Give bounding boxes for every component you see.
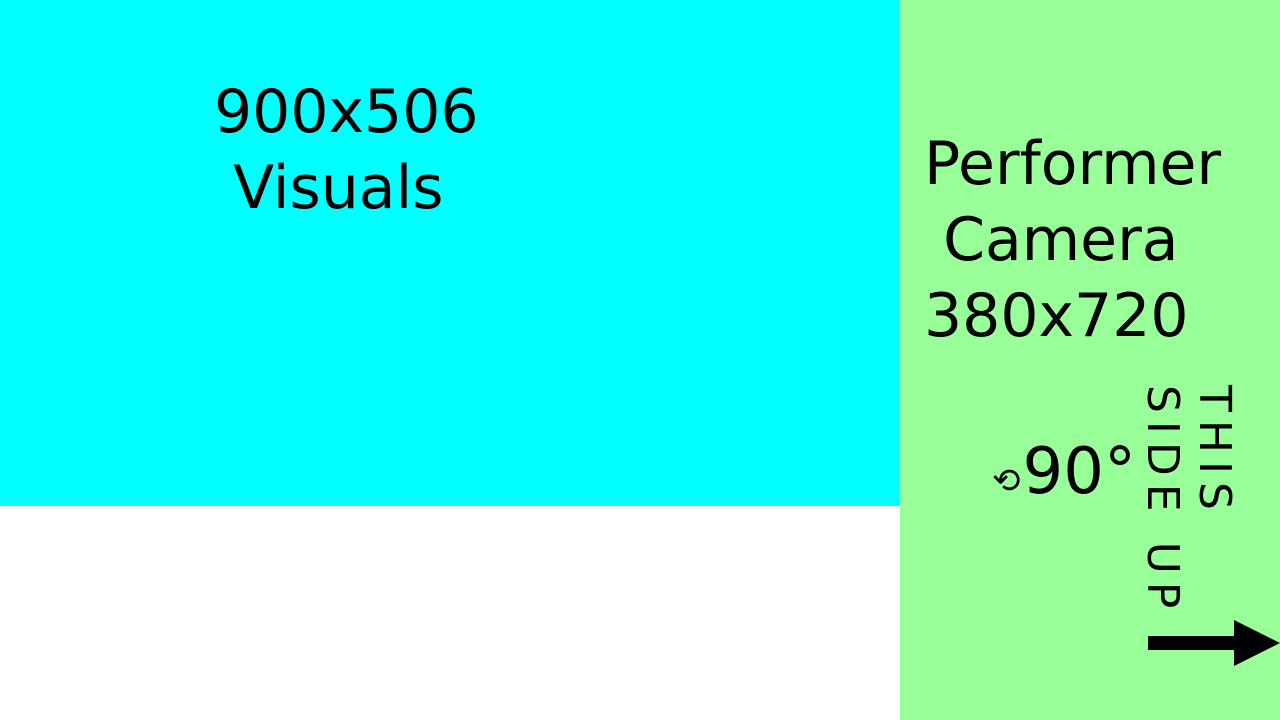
rotation-degrees: 90° [1022, 435, 1136, 509]
this-side-up-label: THIS SIDE UP [1137, 385, 1240, 617]
visuals-panel: 900x506 Visuals [0, 0, 900, 506]
performer-camera-label: Performer Camera 380x720 [924, 129, 1222, 351]
visuals-label: 900x506 Visuals [214, 77, 479, 223]
rotate-icon: ⟲ [992, 461, 1021, 501]
performer-camera-panel: Performer Camera 380x720 ⟲ 90° THIS SIDE… [900, 0, 1280, 720]
rotation-indicator: ⟲ 90° [992, 432, 1136, 512]
right-arrow-icon [1148, 620, 1280, 666]
